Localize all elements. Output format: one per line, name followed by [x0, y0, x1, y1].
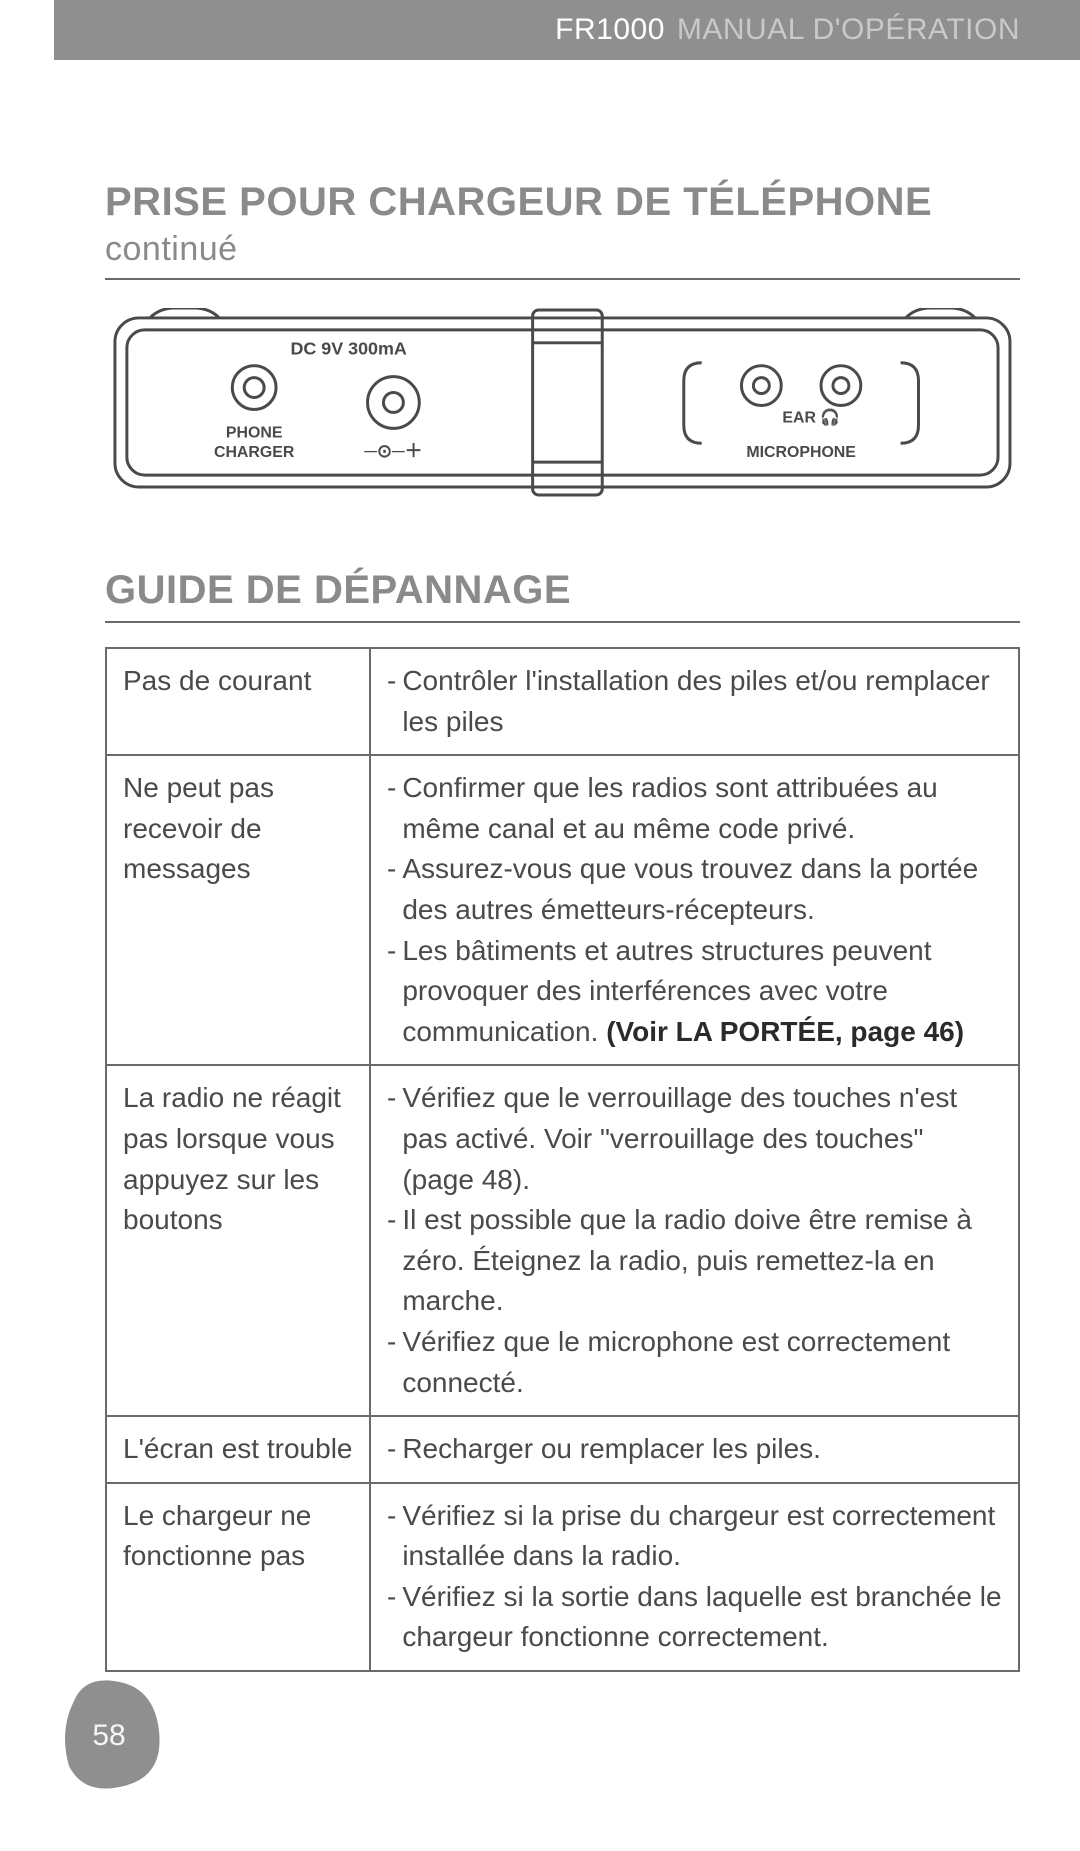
page-content: PRISE POUR CHARGEUR DE TÉLÉPHONE continu… [105, 180, 1020, 1672]
dash-icon: - [387, 768, 402, 849]
solution-text: Confirmer que les radios sont attribuées… [402, 768, 1002, 849]
problem-cell: Pas de courant [106, 648, 370, 755]
troubleshoot-table: Pas de courant-Contrôler l'installation … [105, 647, 1020, 1672]
solution-text: Recharger ou remplacer les piles. [402, 1429, 1002, 1470]
section-title-charger: PRISE POUR CHARGEUR DE TÉLÉPHONE continu… [105, 180, 1020, 280]
solution-line: -Vérifiez si la sortie dans laquelle est… [387, 1577, 1002, 1658]
dash-icon: - [387, 1429, 402, 1470]
section-title-main: PRISE POUR CHARGEUR DE TÉLÉPHONE [105, 180, 932, 224]
solution-line: -Il est possible que la radio doive être… [387, 1200, 1002, 1322]
dash-icon: - [387, 1200, 402, 1322]
dash-icon: - [387, 661, 402, 742]
solution-line: -Vérifiez si la prise du chargeur est co… [387, 1496, 1002, 1577]
troubleshoot-table-body: Pas de courant-Contrôler l'installation … [106, 648, 1019, 1671]
label-ear: EAR🎧 [782, 407, 839, 426]
dash-icon: - [387, 1577, 402, 1658]
solution-cell: -Confirmer que les radios sont attribuée… [370, 755, 1019, 1065]
device-diagram-svg: DC 9V 300mA PHONE CHARGER EAR🎧 MICROPHON… [105, 308, 1020, 497]
problem-cell: L'écran est trouble [106, 1416, 370, 1483]
solution-cell: -Recharger ou remplacer les piles. [370, 1416, 1019, 1483]
dash-icon: - [387, 1322, 402, 1403]
solution-text: Il est possible que la radio doive être … [402, 1200, 1002, 1322]
header-title: MANUAL D'OPÉRATION [677, 13, 1020, 47]
manual-page: FR1000 MANUAL D'OPÉRATION PRISE POUR CHA… [0, 0, 1080, 1851]
dash-icon: - [387, 849, 402, 930]
solution-line: -Vérifiez que le microphone est correcte… [387, 1322, 1002, 1403]
solution-line: -Assurez-vous que vous trouvez dans la p… [387, 849, 1002, 930]
table-row: Ne peut pas recevoir de messages-Confirm… [106, 755, 1019, 1065]
solution-text: Vérifiez que le microphone est correctem… [402, 1322, 1002, 1403]
solution-text: Assurez-vous que vous trouvez dans la po… [402, 849, 1002, 930]
header-model: FR1000 [555, 13, 665, 47]
solution-line: -Recharger ou remplacer les piles. [387, 1429, 1002, 1470]
device-diagram: DC 9V 300mA PHONE CHARGER EAR🎧 MICROPHON… [105, 308, 1020, 498]
section-title-troubleshoot: GUIDE DE DÉPANNAGE [105, 568, 1020, 623]
solution-line: -Vérifiez que le verrouillage des touche… [387, 1078, 1002, 1200]
table-row: Le chargeur ne fonctionne pas-Vérifiez s… [106, 1483, 1019, 1671]
dash-icon: - [387, 1078, 402, 1200]
problem-cell: Le chargeur ne fonctionne pas [106, 1483, 370, 1671]
solution-line: -Confirmer que les radios sont attribuée… [387, 768, 1002, 849]
dash-icon: - [387, 1496, 402, 1577]
label-microphone: MICROPHONE [746, 444, 856, 461]
solution-cell: -Vérifiez que le verrouillage des touche… [370, 1065, 1019, 1416]
table-row: Pas de courant-Contrôler l'installation … [106, 648, 1019, 755]
solution-cell: -Vérifiez si la prise du chargeur est co… [370, 1483, 1019, 1671]
solution-text: Contrôler l'installation des piles et/ou… [402, 661, 1002, 742]
solution-line: -Contrôler l'installation des piles et/o… [387, 661, 1002, 742]
solution-text: Vérifiez que le verrouillage des touches… [402, 1078, 1002, 1200]
section-title-continued: continué [105, 230, 238, 268]
page-number: 58 [54, 1671, 164, 1791]
header-bar: FR1000 MANUAL D'OPÉRATION [54, 0, 1080, 60]
problem-cell: Ne peut pas recevoir de messages [106, 755, 370, 1065]
bold-reference: (Voir LA PORTÉE, page 46) [598, 1016, 964, 1047]
solution-text: Vérifiez si la prise du chargeur est cor… [402, 1496, 1002, 1577]
polarity-icon: ─⊙─＋ [363, 441, 422, 461]
solution-text: Vérifiez si la sortie dans laquelle est … [402, 1577, 1002, 1658]
solution-line: -Les bâtiments et autres structures peuv… [387, 931, 1002, 1053]
label-dc: DC 9V 300mA [290, 339, 406, 359]
label-charger: CHARGER [214, 444, 295, 461]
dash-icon: - [387, 931, 402, 1053]
label-phone: PHONE [226, 424, 283, 441]
solution-text: Les bâtiments et autres structures peuve… [402, 931, 1002, 1053]
table-row: L'écran est trouble-Recharger ou remplac… [106, 1416, 1019, 1483]
problem-cell: La radio ne réagit pas lorsque vous appu… [106, 1065, 370, 1416]
table-row: La radio ne réagit pas lorsque vous appu… [106, 1065, 1019, 1416]
solution-cell: -Contrôler l'installation des piles et/o… [370, 648, 1019, 755]
